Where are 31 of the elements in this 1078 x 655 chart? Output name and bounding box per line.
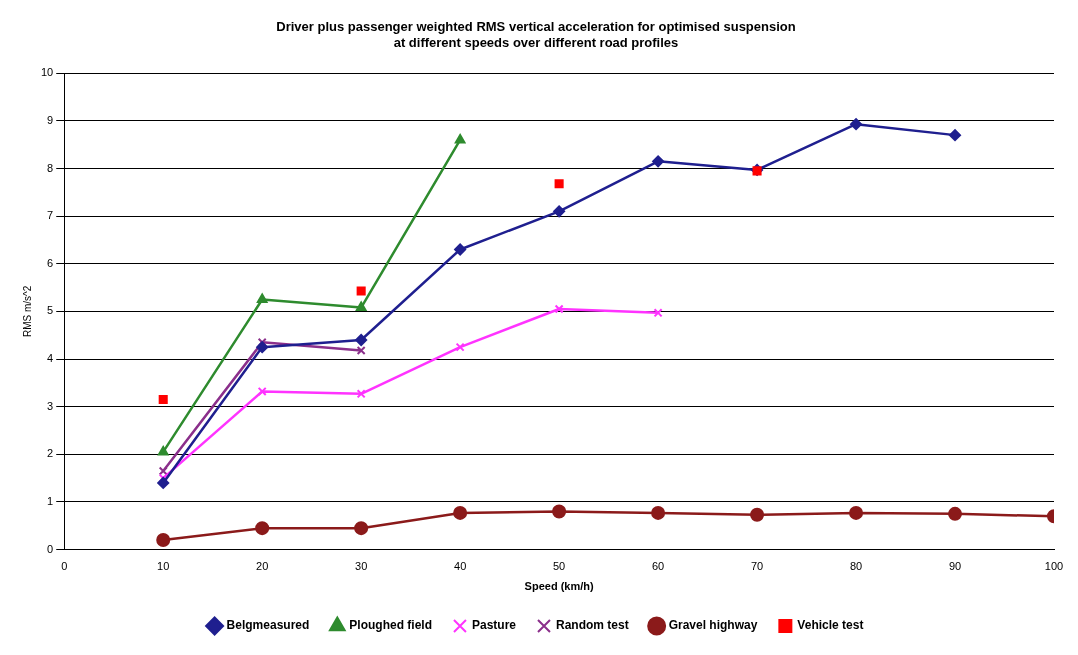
x-tick-label: 90 <box>948 560 962 573</box>
y-tick-label: 3 <box>47 399 54 412</box>
legend-label: Pasture <box>471 618 517 633</box>
y-tick-label: 0 <box>47 542 54 555</box>
legend-label: Ploughed field <box>349 618 432 633</box>
x-tick-label: 100 <box>1044 560 1064 573</box>
y-tick-label: 5 <box>47 304 54 317</box>
legend-label: Random test <box>555 618 629 633</box>
x-tick-label: 40 <box>454 560 467 573</box>
x-tick-label: 20 <box>256 560 269 573</box>
x-tick-label: 80 <box>849 560 863 573</box>
legend-label: Gravel highway <box>668 618 758 633</box>
y-tick-label: 9 <box>47 113 54 126</box>
y-axis-title: RMS m/s^2 <box>21 285 33 338</box>
chart-title: Driver plus passenger weighted RMS vertical acceleration for optimised suspension at different speeds over different road profiles <box>276 19 796 50</box>
y-tick-label: 6 <box>47 256 54 269</box>
x-axis-title: Speed (km/h) <box>524 580 594 593</box>
y-tick-label: 2 <box>47 447 54 460</box>
x-tick-label: 60 <box>651 560 665 573</box>
legend-label: Vehicle test <box>797 618 864 633</box>
x-tick-label: 70 <box>750 560 764 573</box>
y-tick-label: 10 <box>40 66 54 79</box>
y-tick-label: 4 <box>47 352 54 365</box>
y-tick-label: 7 <box>47 209 54 222</box>
x-tick-label: 0 <box>61 560 68 573</box>
x-tick-label: 10 <box>157 560 170 573</box>
y-tick-label: 1 <box>47 494 54 507</box>
x-tick-label: 50 <box>552 560 566 573</box>
legend-label: Belgmeasured <box>226 618 310 633</box>
y-tick-label: 8 <box>47 161 54 174</box>
x-tick-label: 30 <box>355 560 368 573</box>
